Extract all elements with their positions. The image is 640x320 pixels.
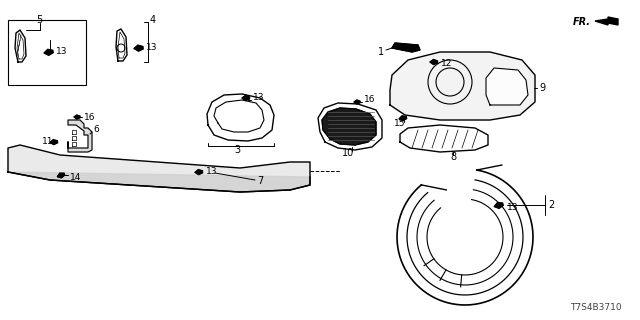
Text: 13: 13 <box>146 44 157 52</box>
Text: 11: 11 <box>42 138 54 147</box>
Text: 3: 3 <box>234 145 240 155</box>
Text: 13: 13 <box>206 167 218 177</box>
Text: 1: 1 <box>378 47 384 57</box>
Text: 16: 16 <box>84 113 95 122</box>
Polygon shape <box>72 136 76 140</box>
Text: 6: 6 <box>93 125 99 134</box>
Text: 4: 4 <box>150 15 156 25</box>
Polygon shape <box>399 116 406 121</box>
Polygon shape <box>430 60 438 65</box>
Polygon shape <box>595 17 618 25</box>
Text: 8: 8 <box>450 152 456 162</box>
Polygon shape <box>74 115 80 119</box>
Text: 13: 13 <box>56 46 67 55</box>
Text: FR.: FR. <box>573 17 591 27</box>
Polygon shape <box>58 173 65 178</box>
Text: 7: 7 <box>257 176 263 186</box>
Text: 16: 16 <box>364 95 376 105</box>
Polygon shape <box>390 52 535 120</box>
Polygon shape <box>486 68 528 105</box>
Text: 13: 13 <box>253 93 264 102</box>
Text: 2: 2 <box>548 200 554 210</box>
Polygon shape <box>195 170 203 175</box>
Text: 12: 12 <box>441 60 452 68</box>
Polygon shape <box>134 45 143 51</box>
Text: 9: 9 <box>539 83 545 93</box>
Text: T7S4B3710: T7S4B3710 <box>570 303 622 312</box>
Polygon shape <box>8 145 310 192</box>
Bar <box>8 20 86 85</box>
Polygon shape <box>242 95 250 100</box>
Polygon shape <box>72 130 76 134</box>
Polygon shape <box>68 120 92 152</box>
Text: 15: 15 <box>394 118 406 127</box>
Text: 10: 10 <box>342 148 354 158</box>
Polygon shape <box>494 203 503 208</box>
Polygon shape <box>72 142 76 146</box>
Text: 13: 13 <box>507 203 518 212</box>
Text: 14: 14 <box>70 172 81 181</box>
Text: 5: 5 <box>36 15 42 25</box>
Polygon shape <box>50 140 58 145</box>
Polygon shape <box>354 100 360 104</box>
Polygon shape <box>8 172 310 192</box>
Polygon shape <box>392 43 420 52</box>
Polygon shape <box>44 49 53 55</box>
Polygon shape <box>322 108 376 145</box>
